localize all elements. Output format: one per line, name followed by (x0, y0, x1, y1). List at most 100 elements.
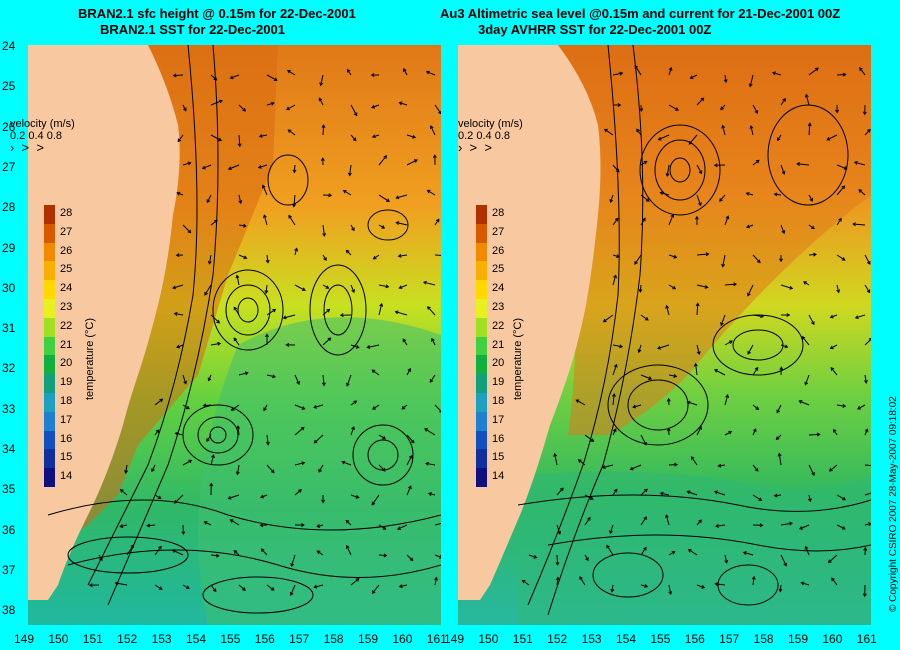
current-arrow-head (728, 430, 733, 435)
current-arrow-head (670, 213, 675, 218)
current-arrow-head (643, 488, 648, 493)
current-arrow (690, 456, 698, 466)
colorbar-tick: 23 (492, 301, 505, 313)
current-arrow-head (858, 189, 863, 193)
current-arrow-head (395, 195, 400, 200)
current-arrow-head (759, 523, 764, 528)
current-arrow-head (724, 559, 729, 564)
current-arrow-head (401, 405, 406, 410)
current-arrow-head (773, 493, 778, 498)
current-arrow-head (721, 263, 726, 268)
current-arrow-head (686, 400, 691, 405)
colorbar-tick: 20 (60, 357, 73, 370)
current-arrow (724, 394, 729, 406)
current-arrow-head (728, 340, 733, 344)
current-arrow-head (714, 490, 718, 495)
current-arrow-head (804, 545, 809, 550)
current-arrow (342, 461, 352, 466)
colorbar-swatch (44, 468, 55, 488)
current-arrow (718, 464, 726, 467)
current-arrow (125, 464, 128, 474)
current-arrow-head (339, 313, 344, 318)
current-arrow (258, 164, 268, 169)
current-arrow (743, 551, 754, 556)
current-arrow-head (341, 460, 346, 465)
current-arrow-head (217, 341, 222, 346)
current-arrow (210, 220, 218, 226)
colorbar-swatch (44, 336, 55, 356)
current-arrow-head (257, 165, 262, 169)
current-arrow (228, 494, 240, 499)
current-arrow (147, 524, 156, 527)
longitude-tick: 150 (48, 632, 69, 646)
current-arrow-head (243, 255, 248, 260)
current-arrow (238, 254, 247, 259)
current-arrow (612, 344, 623, 348)
current-arrow-head (781, 170, 786, 175)
current-arrow (724, 216, 729, 226)
current-arrow (864, 338, 871, 346)
velocity-legend-arrows: › > > (458, 140, 492, 155)
cool-water-region (518, 471, 871, 625)
current-arrow-head (866, 289, 871, 294)
current-arrow-head (642, 217, 646, 222)
current-arrow-head (644, 584, 649, 588)
current-arrow-head (789, 285, 794, 290)
current-arrow-head (258, 134, 263, 138)
current-arrow (314, 434, 324, 444)
velocity-legend-arrows: › > > (10, 140, 44, 155)
current-arrow (747, 344, 754, 355)
current-arrow-head (665, 304, 670, 309)
current-arrow-head (187, 161, 192, 166)
current-arrow-head (265, 441, 270, 446)
current-arrow-head (643, 516, 647, 521)
current-arrow (427, 189, 436, 196)
current-arrow (322, 337, 331, 346)
current-arrow (749, 74, 754, 87)
current-arrow-head (636, 128, 640, 133)
current-arrow-head (183, 107, 187, 112)
current-arrow-head (665, 514, 669, 519)
current-arrow (668, 464, 678, 466)
current-arrow-head (796, 162, 801, 166)
longitude-tick: 153 (151, 632, 172, 646)
current-arrow (830, 314, 838, 318)
colorbar-tick: 18 (60, 395, 73, 407)
current-arrow-head (265, 333, 270, 338)
current-arrow-head (301, 406, 306, 410)
current-arrow-head (807, 122, 812, 127)
current-arrow (808, 67, 819, 76)
current-arrow (612, 72, 623, 76)
current-arrow (238, 104, 246, 112)
current-arrow-head (212, 588, 217, 593)
current-arrow-head (172, 285, 177, 290)
current-arrow-head (854, 315, 859, 319)
current-arrow (640, 434, 647, 446)
current-arrow-head (747, 292, 751, 297)
current-arrow-head (201, 165, 206, 170)
current-arrow (346, 250, 352, 256)
longitude-tick: 152 (117, 632, 138, 646)
longitude-tick: 159 (357, 632, 379, 646)
current-arrow-head (427, 492, 432, 496)
longitude-tick: 157 (289, 632, 310, 646)
current-arrow-head (827, 559, 832, 564)
current-arrow-head (804, 381, 809, 386)
current-arrow (203, 404, 212, 407)
current-arrow (406, 455, 413, 466)
current-arrow (210, 554, 219, 557)
current-arrow-head (689, 75, 694, 79)
colorbar-tick: 17 (60, 413, 73, 426)
current-arrow (399, 284, 408, 289)
current-arrow (293, 164, 296, 173)
current-arrow-head (227, 495, 232, 500)
current-arrow-head (754, 110, 759, 114)
current-arrow-head (838, 217, 842, 222)
current-arrow (854, 161, 866, 166)
current-arrow-head (611, 393, 616, 397)
current-arrow (632, 404, 642, 408)
current-arrow-head (615, 254, 620, 258)
latitude-tick: 32 (2, 361, 16, 376)
colorbar-swatch (476, 280, 487, 300)
current-arrow-head (410, 439, 415, 444)
